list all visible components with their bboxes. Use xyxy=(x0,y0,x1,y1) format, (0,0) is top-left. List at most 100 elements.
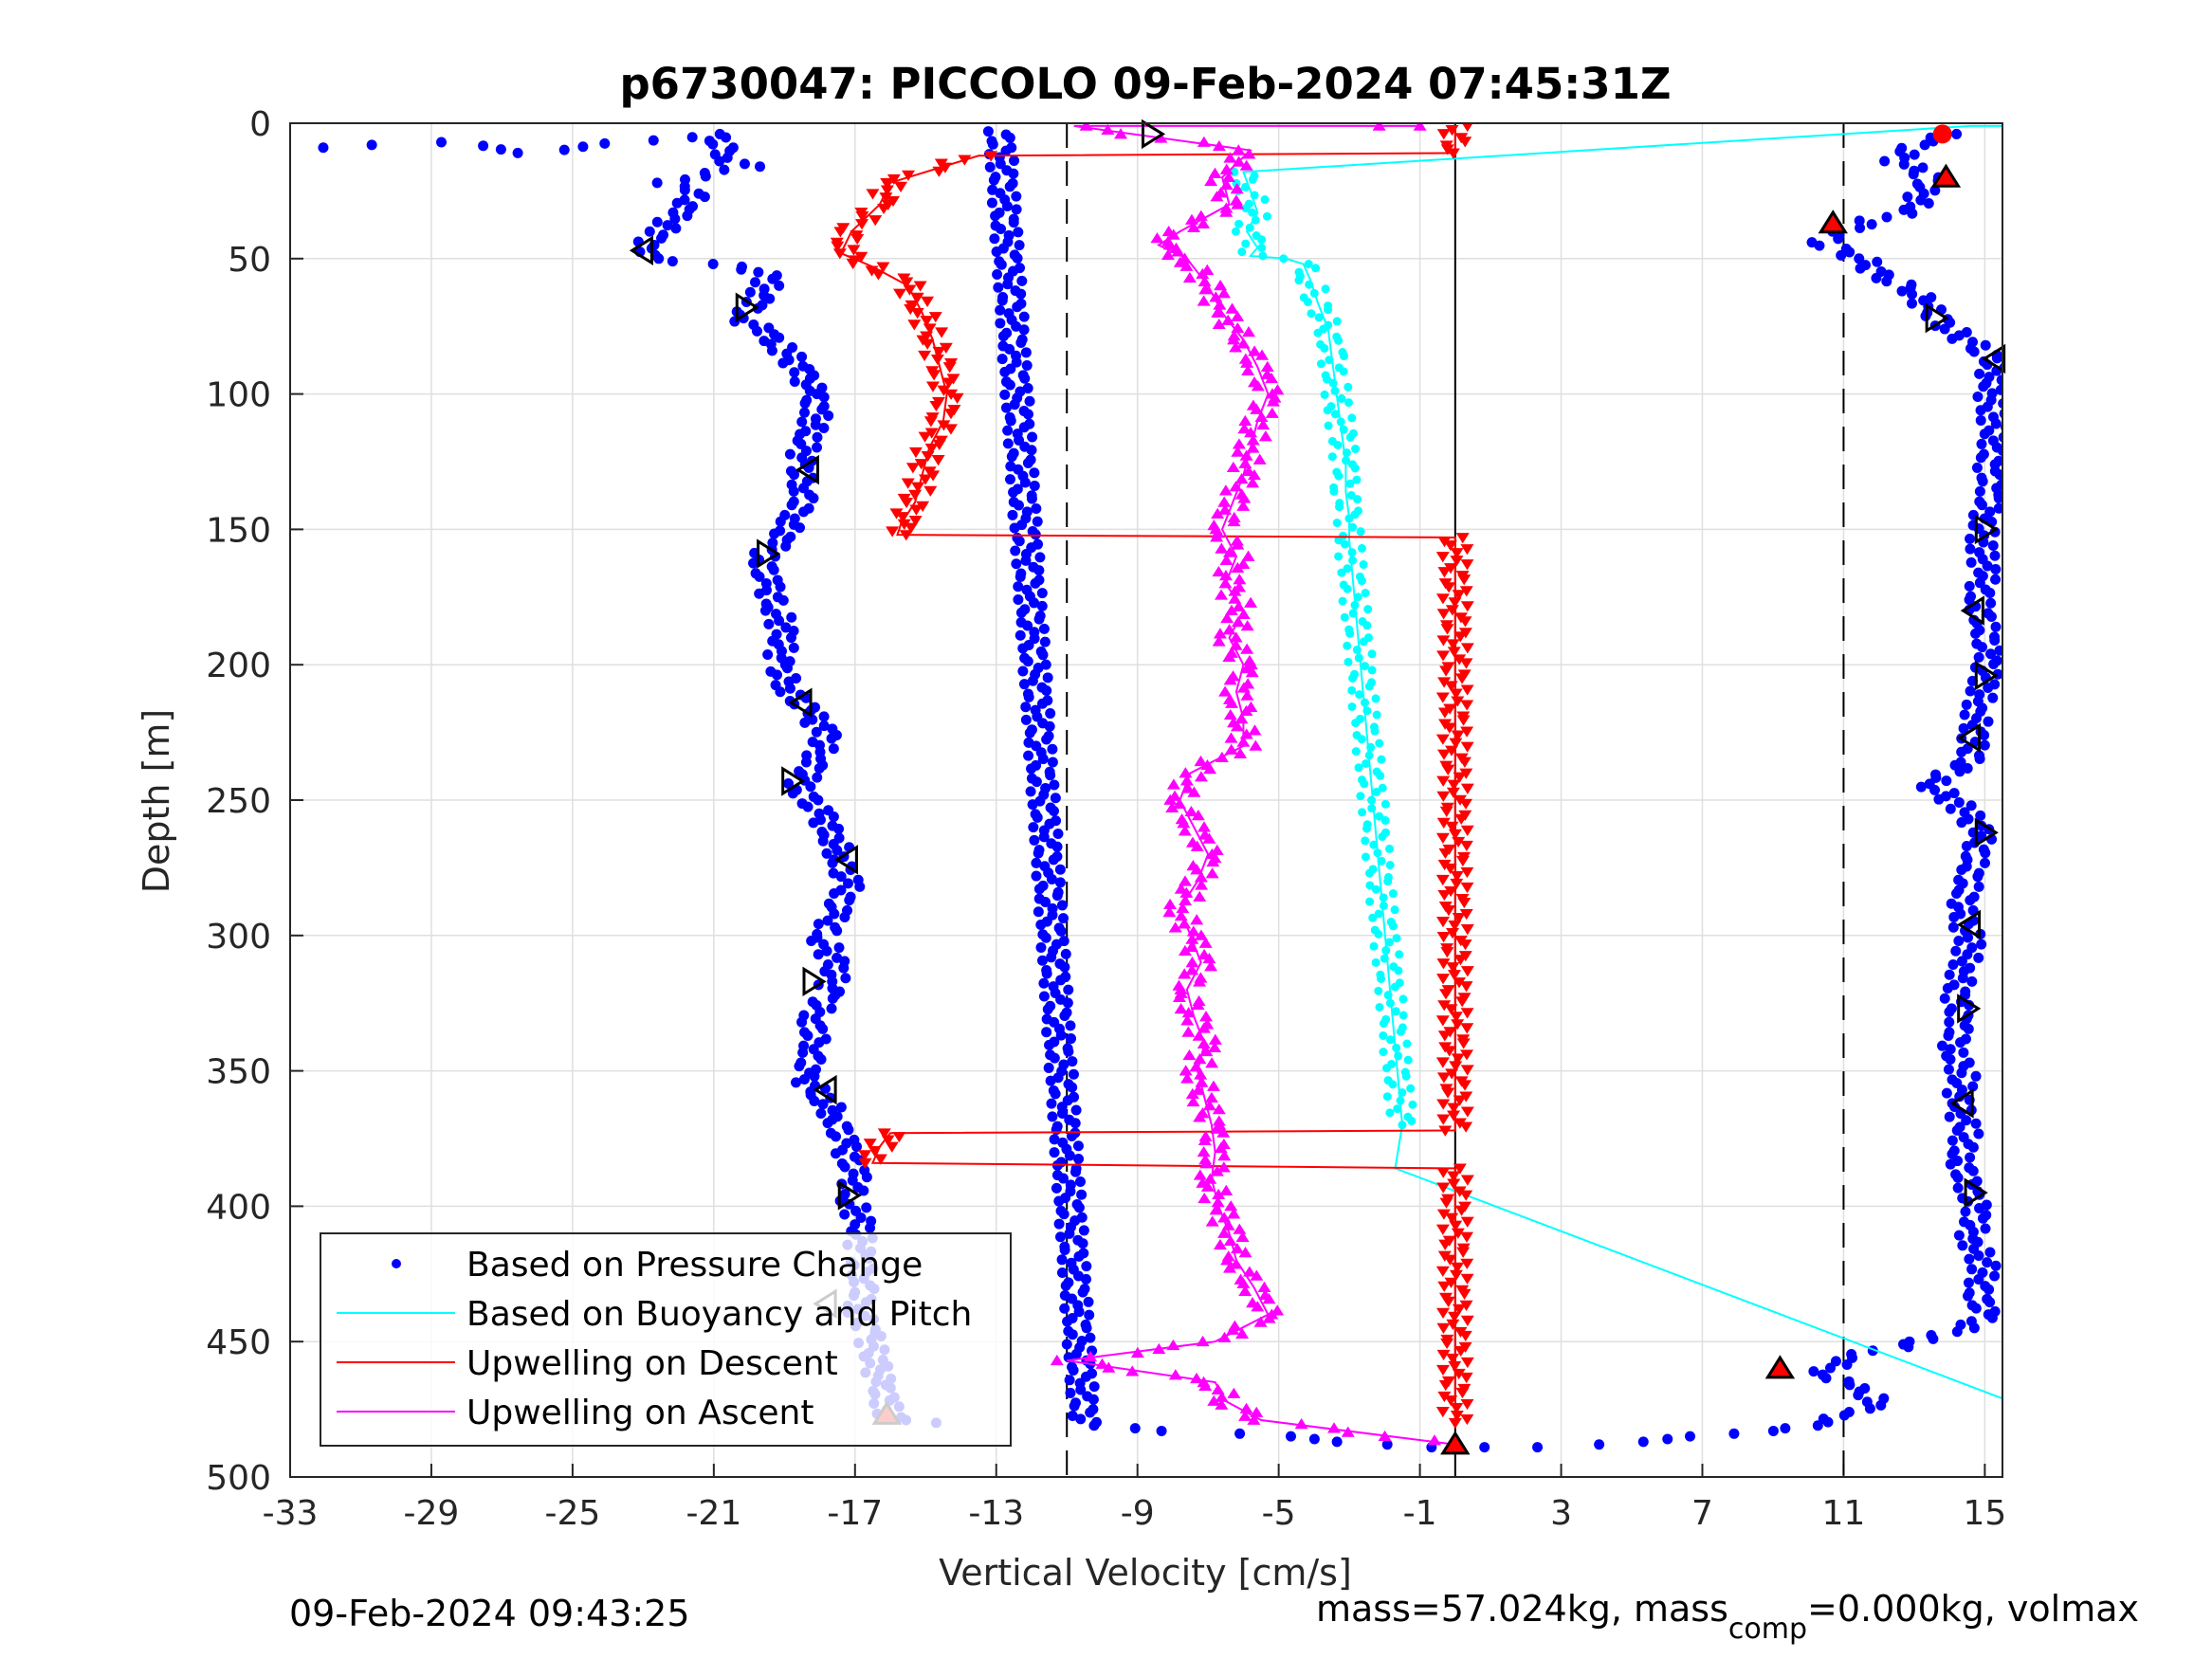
pressure-point xyxy=(1009,155,1020,166)
pressure-point xyxy=(1926,292,1937,303)
pressure-point xyxy=(1048,805,1059,816)
upwelling-marker xyxy=(1197,217,1211,228)
buoyancy-point xyxy=(1403,1055,1413,1065)
buoyancy-point xyxy=(1379,1030,1388,1040)
open-triangle-marker xyxy=(1974,660,1999,691)
buoyancy-point xyxy=(1368,913,1378,922)
pressure-point xyxy=(1057,913,1069,924)
upwelling-marker xyxy=(935,327,949,338)
pressure-point xyxy=(1532,1442,1544,1453)
upwelling-marker xyxy=(1451,696,1465,707)
pressure-point xyxy=(1040,932,1051,943)
buoyancy-point xyxy=(1329,486,1339,496)
buoyancy-point xyxy=(1370,726,1380,736)
pressure-point xyxy=(1070,1166,1082,1177)
upwelling-marker xyxy=(1229,481,1243,492)
pressure-point xyxy=(436,137,448,148)
pressure-point xyxy=(1961,699,1972,710)
upwelling-marker xyxy=(1453,1345,1468,1358)
upwelling-marker xyxy=(1448,1417,1462,1430)
buoyancy-point xyxy=(1345,479,1355,488)
pressure-point xyxy=(1878,1393,1890,1404)
pressure-point xyxy=(832,925,843,937)
pressure-point xyxy=(1048,854,1059,866)
upwelling-marker xyxy=(1219,178,1234,191)
upwelling-marker xyxy=(1453,1095,1467,1106)
pressure-point xyxy=(1007,509,1018,520)
upwelling-marker xyxy=(1217,1212,1232,1223)
pressure-point xyxy=(1984,1247,1996,1258)
pressure-point xyxy=(671,197,683,209)
upwelling-marker xyxy=(877,1128,891,1139)
upwelling-marker xyxy=(1184,940,1198,952)
x-tick-label: 11 xyxy=(1822,1494,1866,1533)
open-triangle-marker xyxy=(1956,909,1982,940)
pressure-point xyxy=(795,522,806,534)
buoyancy-point xyxy=(1362,706,1372,716)
upwelling-marker xyxy=(1459,1091,1473,1103)
pressure-point xyxy=(1011,191,1022,202)
pressure-point xyxy=(787,788,798,799)
upwelling-marker xyxy=(1459,840,1473,852)
pressure-point xyxy=(1088,1381,1100,1393)
pressure-point xyxy=(1029,597,1040,609)
upwelling-marker xyxy=(1178,825,1192,836)
pressure-point xyxy=(1993,502,2002,514)
upwelling-marker xyxy=(1240,620,1254,631)
upwelling-marker xyxy=(1438,848,1453,860)
upwelling-marker xyxy=(1211,306,1225,318)
upwelling-marker xyxy=(1216,1126,1231,1138)
x-tick-label: -17 xyxy=(827,1494,883,1533)
pressure-point xyxy=(840,973,851,984)
upwelling-marker xyxy=(1444,1004,1458,1015)
pressure-point xyxy=(1022,457,1033,468)
buoyancy-point xyxy=(1398,1121,1407,1130)
pressure-point xyxy=(1875,266,1887,278)
upwelling-marker xyxy=(923,485,938,497)
buoyancy-point xyxy=(1388,889,1398,899)
upwelling-marker xyxy=(1174,883,1188,894)
upwelling-marker xyxy=(1222,546,1236,557)
pressure-point xyxy=(784,448,795,460)
upwelling-marker xyxy=(1453,772,1467,783)
upwelling-marker xyxy=(1238,1247,1252,1258)
open-triangle-marker xyxy=(837,1180,862,1211)
upwelling-marker xyxy=(1440,624,1454,635)
pressure-point xyxy=(1818,1413,1829,1425)
upwelling-marker xyxy=(1450,556,1464,567)
pressure-point xyxy=(1308,1433,1320,1445)
upwelling-marker xyxy=(910,308,924,319)
upwelling-marker xyxy=(1220,611,1234,624)
buoyancy-point xyxy=(1348,609,1358,618)
buoyancy-point xyxy=(1353,495,1362,504)
pressure-point xyxy=(651,216,663,228)
pressure-point xyxy=(1028,822,1039,833)
pressure-point xyxy=(1002,279,1014,290)
pressure-point xyxy=(1990,621,2002,632)
buoyancy-point xyxy=(1384,938,1394,947)
upwelling-marker xyxy=(1179,775,1194,786)
upwelling-marker xyxy=(1168,790,1182,801)
buoyancy-point xyxy=(1339,425,1348,434)
pressure-point xyxy=(1941,775,1952,787)
pressure-point xyxy=(1055,1030,1067,1041)
pressure-point xyxy=(1981,1199,1992,1211)
pressure-point xyxy=(754,588,765,599)
upwelling-marker xyxy=(1195,1076,1209,1087)
upwelling-marker xyxy=(1248,345,1262,356)
pressure-point xyxy=(1978,844,1989,855)
upwelling-marker xyxy=(1212,1115,1226,1126)
buoyancy-point xyxy=(1365,897,1375,906)
upwelling-marker xyxy=(1447,647,1461,658)
upwelling-marker xyxy=(1169,242,1183,253)
upwelling-marker xyxy=(1050,1354,1064,1366)
upwelling-marker xyxy=(863,1139,877,1150)
open-triangle-marker xyxy=(735,292,759,322)
upwelling-marker xyxy=(1453,631,1468,643)
upwelling-marker xyxy=(1178,918,1192,929)
pressure-point xyxy=(982,126,994,137)
upwelling-marker xyxy=(1460,643,1474,654)
pressure-point xyxy=(1002,425,1014,436)
upwelling-marker xyxy=(1230,535,1244,546)
pressure-point xyxy=(990,210,1001,222)
